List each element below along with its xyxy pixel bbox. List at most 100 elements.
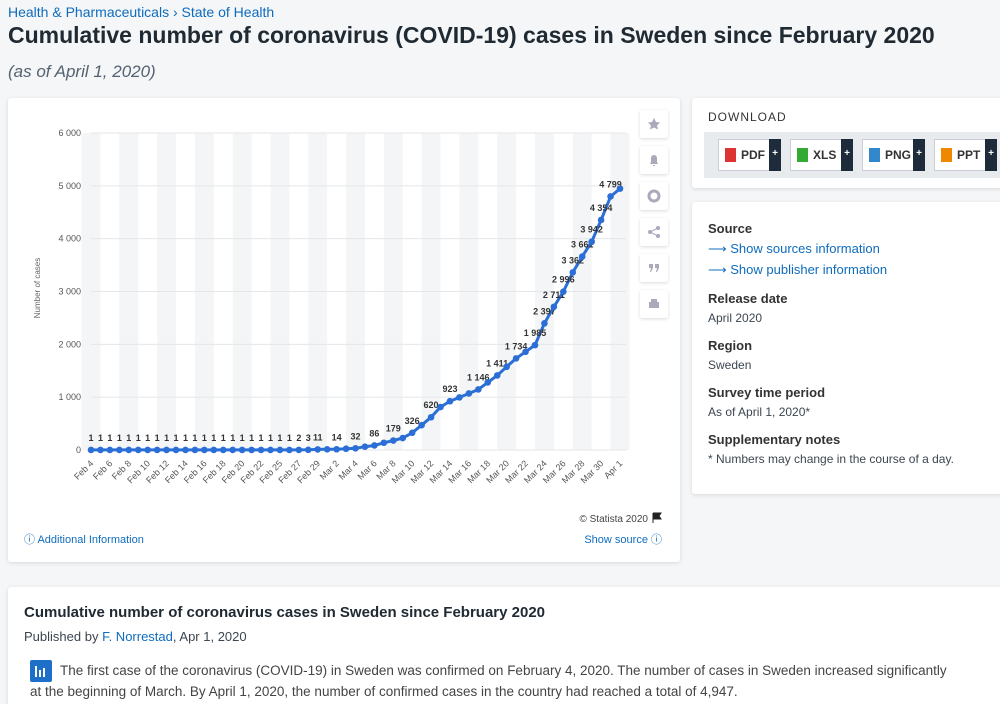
data-point: [380, 439, 388, 447]
detail-label: Supplementary notes: [708, 432, 841, 447]
detail-value: * Numbers may change in the course of a …: [708, 452, 954, 466]
y-tick-label: 2 000: [58, 339, 81, 349]
data-label: 1: [249, 433, 254, 443]
data-point: [229, 446, 236, 454]
share-button[interactable]: [640, 218, 668, 246]
data-label: 1: [107, 433, 112, 443]
y-tick-label: 3 000: [58, 287, 81, 297]
data-point: [578, 253, 586, 260]
x-tick-label: Mar 6: [355, 458, 378, 481]
data-point: [295, 446, 303, 454]
data-point: [87, 446, 95, 454]
download-button[interactable]: PPT +: [934, 139, 997, 171]
data-point: [144, 446, 151, 454]
source-label: Source: [708, 221, 753, 236]
data-label: 4 354: [590, 203, 613, 213]
print-button[interactable]: [640, 290, 668, 318]
data-point: [607, 193, 614, 200]
file-icon: [941, 148, 952, 162]
chart-card: Number of cases © Statista 2020 0 1 000 2 …: [8, 98, 680, 562]
data-point: [456, 394, 463, 401]
link-text: Show source: [584, 534, 648, 546]
y-tick-label: 6 000: [58, 128, 81, 138]
data-point: [493, 372, 501, 379]
download-button[interactable]: PNG +: [862, 139, 925, 171]
download-button[interactable]: XLS +: [790, 139, 853, 171]
data-point: [267, 446, 274, 454]
stats-icon: [30, 660, 52, 682]
data-label: 11: [313, 432, 323, 442]
data-label: 14: [332, 432, 342, 442]
data-label: 3 362: [562, 255, 585, 265]
settings-button[interactable]: [640, 182, 668, 210]
cite-button[interactable]: [640, 254, 668, 282]
file-icon: [869, 148, 880, 162]
file-icon: [797, 148, 808, 162]
data-label: 1: [287, 433, 292, 443]
show-source-link[interactable]: Show source ⓘ: [584, 534, 662, 546]
data-point: [257, 446, 265, 454]
data-point: [427, 413, 435, 421]
data-label: 1: [145, 433, 150, 443]
data-label: 1: [136, 433, 141, 443]
source-link[interactable]: ⟶ Show sources information: [708, 241, 880, 256]
data-point: [248, 446, 255, 454]
detail-label: Release date: [708, 291, 788, 306]
data-label: 86: [369, 428, 379, 438]
data-label: 1: [221, 433, 226, 443]
favorite-button[interactable]: [640, 110, 668, 138]
data-label: 1 411: [486, 358, 508, 368]
data-point: [408, 429, 416, 437]
publisher-link[interactable]: ⟶ Show publisher information: [708, 262, 888, 277]
published-date: , Apr 1, 2020: [172, 629, 247, 644]
data-point: [541, 320, 548, 327]
additional-info-link[interactable]: ⓘ Additional Information: [24, 534, 144, 546]
breadcrumb-link[interactable]: Health & Pharmaceuticals: [8, 4, 170, 20]
x-tick-label: Mar 2: [318, 458, 341, 481]
data-point: [475, 386, 482, 393]
data-point: [352, 445, 359, 452]
data-point: [219, 446, 227, 454]
data-label: 1: [240, 433, 245, 443]
data-point: [437, 403, 444, 411]
breadcrumb: Health & Pharmaceuticals › State of Heal…: [8, 4, 275, 20]
data-point: [314, 446, 322, 453]
x-tick-label: Apr 1: [602, 458, 624, 480]
format-label: PDF: [741, 148, 765, 162]
y-tick-label: 1 000: [58, 392, 81, 402]
y-axis-label: Number of cases: [33, 258, 42, 318]
download-button[interactable]: PDF +: [718, 139, 781, 171]
data-label: 620: [424, 400, 439, 410]
breadcrumb-link[interactable]: State of Health: [181, 4, 275, 20]
published-prefix: Published by: [24, 629, 99, 644]
data-point: [389, 437, 397, 444]
data-label: 1: [192, 433, 197, 443]
alert-button[interactable]: [640, 146, 668, 174]
data-label: 1: [88, 433, 93, 443]
data-point: [304, 446, 312, 454]
data-point: [134, 446, 142, 454]
detail-value: As of April 1, 2020*: [708, 405, 811, 419]
x-tick-label: Feb 6: [91, 458, 114, 481]
link-text: Show sources information: [730, 241, 880, 256]
author-link[interactable]: F. Norrestad: [102, 629, 173, 644]
link-text: Show publisher information: [730, 262, 888, 277]
data-label: 1: [183, 433, 188, 443]
data-label: 1 734: [505, 341, 528, 351]
data-label: 1 146: [467, 372, 490, 382]
data-point: [125, 446, 133, 454]
data-label: 1: [259, 433, 264, 443]
data-label: 1: [98, 433, 103, 443]
y-tick-label: 5 000: [58, 181, 81, 191]
data-label: 1: [202, 433, 207, 443]
x-tick-label: Feb 4: [72, 458, 95, 481]
data-point: [333, 445, 340, 453]
detail-label: Survey time period: [708, 385, 826, 400]
data-label: 2 996: [552, 275, 575, 285]
data-label: 4 799: [599, 179, 622, 189]
article-card: Cumulative number of coronavirus cases i…: [8, 587, 1000, 704]
plus-icon: +: [841, 139, 853, 171]
link-text: Additional Information: [37, 534, 144, 546]
detail-value: Sweden: [708, 358, 752, 372]
